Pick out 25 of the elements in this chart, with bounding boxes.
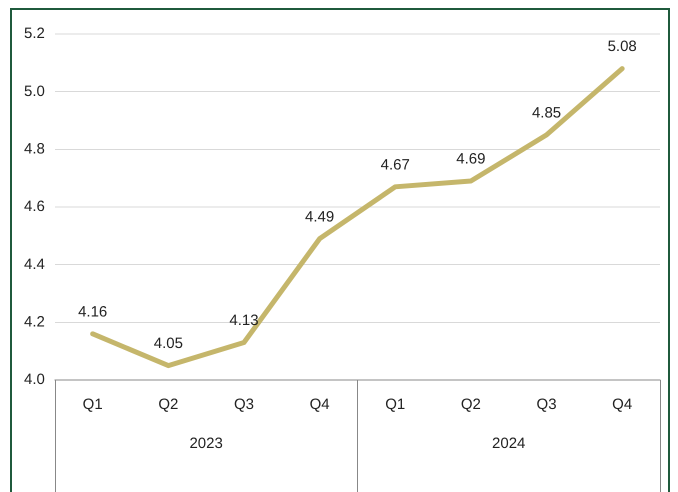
y-tick-label: 4.6: [24, 198, 45, 216]
data-label: 4.16: [78, 304, 108, 321]
data-label: 5.08: [608, 38, 637, 56]
x-tick-label: Q3: [536, 396, 557, 414]
y-tick-label: 5.2: [24, 25, 45, 42]
data-label: 4.49: [305, 208, 334, 226]
x-tick-label: Q1: [82, 396, 103, 414]
y-tick-label: 4.4: [24, 256, 45, 273]
text: 2023: [189, 435, 223, 452]
x-tick-label: Q2: [460, 396, 481, 414]
text: 2024: [492, 435, 526, 452]
y-tick-label: 4.2: [24, 313, 45, 330]
x-tick-label: Q3: [234, 396, 254, 414]
x-tick-label: Q4: [310, 396, 330, 414]
y-tick-label: 5.0: [24, 82, 45, 100]
data-label: 4.67: [380, 156, 410, 174]
data-label: 4.85: [532, 104, 562, 122]
x-tick-label: Q2: [158, 396, 178, 414]
y-tick-label: 4.0: [24, 371, 45, 388]
x-tick-label: Q1: [385, 396, 406, 414]
data-label: 4.13: [229, 312, 259, 330]
data-label: 4.05: [154, 335, 183, 352]
data-label: 4.69: [456, 150, 486, 168]
y-tick-label: 4.8: [24, 140, 45, 158]
x-tick-label: Q4: [612, 396, 632, 414]
